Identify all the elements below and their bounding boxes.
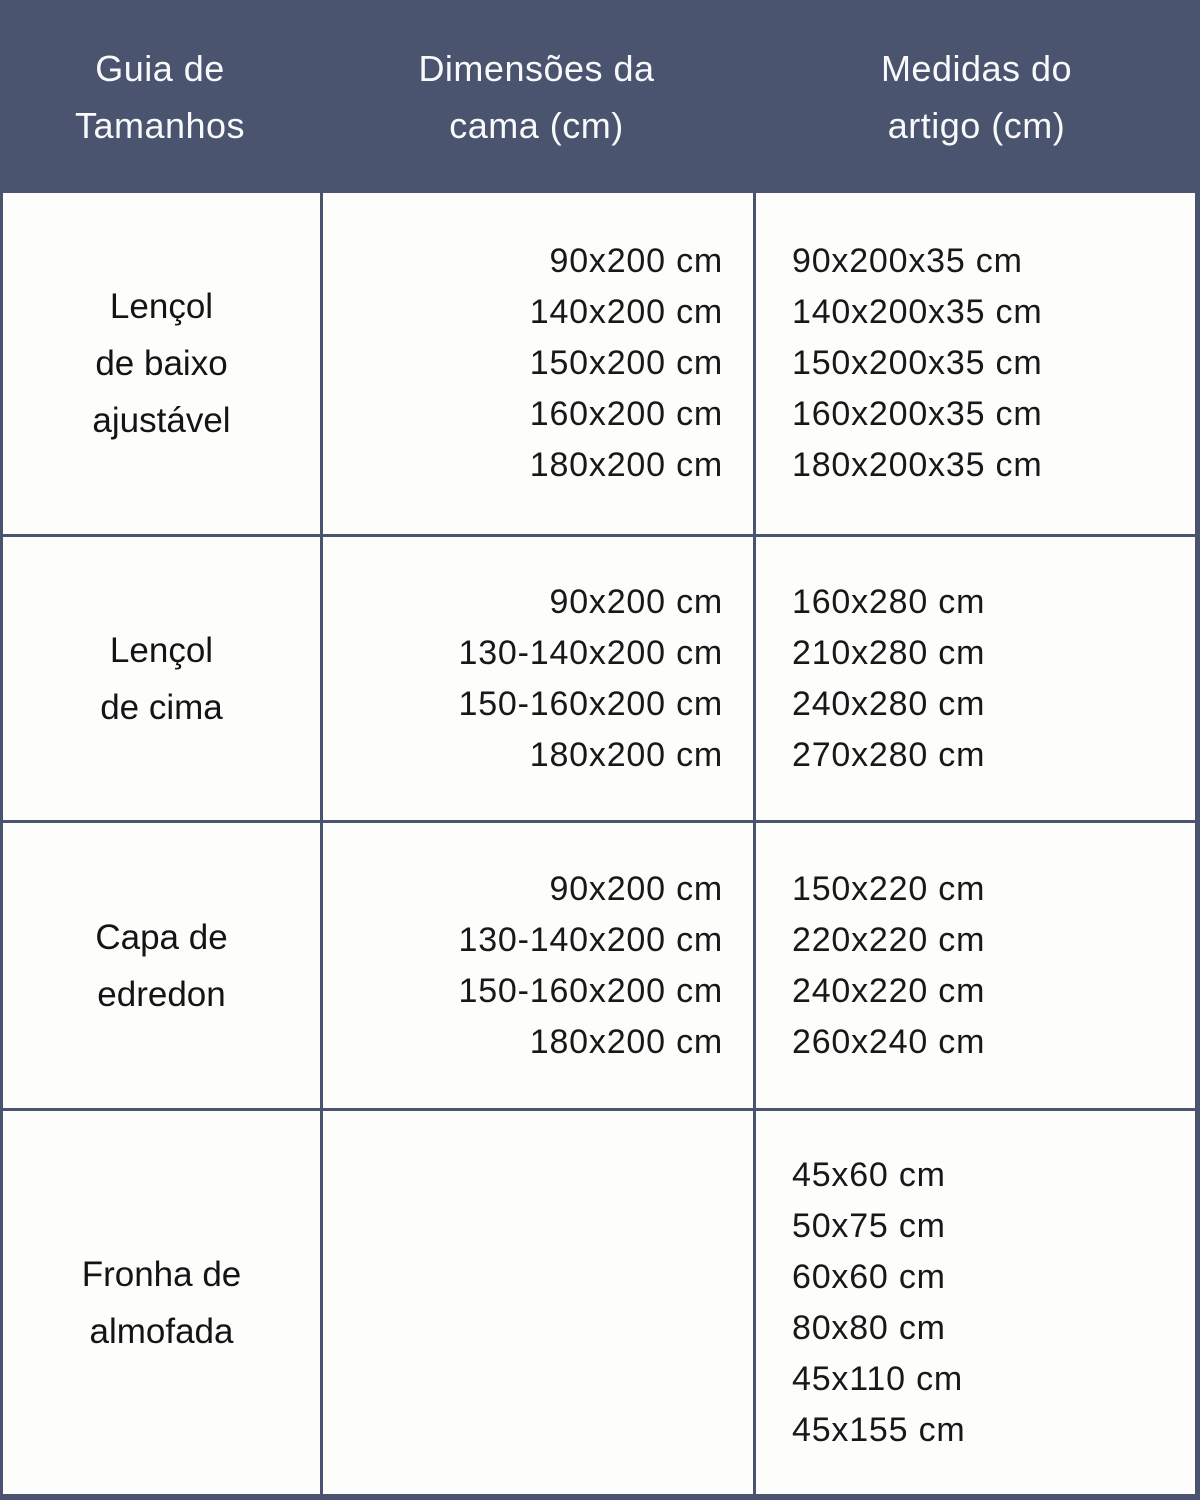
size-value: 180x200 cm [529,735,723,774]
item-name-cell: Capa de edredon [3,823,323,1108]
item-name-line: de cima [100,687,223,727]
header-line: Guia de [95,47,225,89]
bed-dimensions-cell: 90x200 cm 130-140x200 cm 150-160x200 cm … [323,537,756,820]
size-value: 80x80 cm [792,1308,946,1347]
item-name-line: Capa de [95,917,228,957]
size-value: 90x200 cm [549,869,723,908]
size-value: 150-160x200 cm [458,971,723,1010]
table-row-fronha-de-almofada: Fronha de almofada 45x60 cm 50x75 cm 60x… [3,1108,1195,1494]
size-value: 150-160x200 cm [458,684,723,723]
size-value: 180x200 cm [529,1022,723,1061]
article-measures-cell: 90x200x35 cm 140x200x35 cm 150x200x35 cm… [756,193,1195,534]
table-header-row: Guia de Tamanhos Dimensões da cama (cm) … [0,0,1200,193]
header-medidas-do-artigo: Medidas do artigo (cm) [753,0,1200,193]
size-value: 90x200 cm [549,582,723,621]
article-measures-cell: 45x60 cm 50x75 cm 60x60 cm 80x80 cm 45x1… [756,1111,1195,1494]
header-line: Dimensões da [418,47,655,89]
size-value: 220x220 cm [792,920,986,959]
header-dimensoes-da-cama: Dimensões da cama (cm) [320,0,753,193]
item-name-cell: Fronha de almofada [3,1111,323,1494]
size-value: 140x200x35 cm [792,293,1043,331]
table-row-lencol-de-cima: Lençol de cima 90x200 cm 130-140x200 cm … [3,534,1195,820]
size-value: 160x200x35 cm [792,395,1043,433]
item-name-cell: Lençol de baixo ajustável [3,193,323,534]
size-value: 45x155 cm [792,1410,966,1449]
item-name-line: edredon [97,974,226,1014]
size-value: 45x60 cm [792,1155,946,1194]
size-value: 240x220 cm [792,971,986,1010]
item-name-line: Lençol [109,287,214,326]
size-value: 90x200x35 cm [792,242,1023,280]
size-value: 260x240 cm [792,1022,986,1061]
table-row-lencol-de-baixo: Lençol de baixo ajustável 90x200 cm 140x… [3,193,1195,534]
size-value: 90x200 cm [549,242,723,280]
article-measures-cell: 150x220 cm 220x220 cm 240x220 cm 260x240… [756,823,1195,1108]
size-value: 150x220 cm [792,869,986,908]
table-row-capa-de-edredon: Capa de edredon 90x200 cm 130-140x200 cm… [3,820,1195,1108]
item-name-line: ajustável [92,401,231,440]
size-value: 140x200 cm [529,293,723,331]
size-value: 210x280 cm [792,633,986,672]
header-line: Medidas do [880,47,1073,89]
size-value: 150x200 cm [529,344,723,382]
size-value: 160x200 cm [529,395,723,433]
size-value: 130-140x200 cm [458,633,723,672]
size-value: 240x280 cm [792,684,986,723]
table-body: Lençol de baixo ajustável 90x200 cm 140x… [0,193,1200,1500]
bed-dimensions-cell: 90x200 cm 130-140x200 cm 150-160x200 cm … [323,823,756,1108]
size-value: 270x280 cm [792,735,986,774]
header-guia-de-tamanhos: Guia de Tamanhos [0,0,320,193]
bed-dimensions-cell-empty [323,1111,756,1494]
item-name-line: de baixo [95,344,228,383]
item-name-cell: Lençol de cima [3,537,323,820]
size-value: 180x200 cm [529,446,723,484]
size-value: 150x200x35 cm [792,344,1043,382]
header-line: artigo (cm) [887,104,1066,146]
size-value: 160x280 cm [792,582,986,621]
article-measures-cell: 160x280 cm 210x280 cm 240x280 cm 270x280… [756,537,1195,820]
header-line: cama (cm) [449,104,624,146]
item-name-line: Lençol [109,630,214,670]
size-value: 60x60 cm [792,1257,946,1296]
size-value: 50x75 cm [792,1206,946,1245]
bed-dimensions-cell: 90x200 cm 140x200 cm 150x200 cm 160x200 … [323,193,756,534]
size-value: 45x110 cm [792,1359,963,1398]
size-value: 180x200x35 cm [792,446,1043,484]
size-value: 130-140x200 cm [458,920,723,959]
item-name-line: Fronha de [81,1254,242,1294]
item-name-line: almofada [89,1311,234,1351]
header-line: Tamanhos [74,104,246,146]
